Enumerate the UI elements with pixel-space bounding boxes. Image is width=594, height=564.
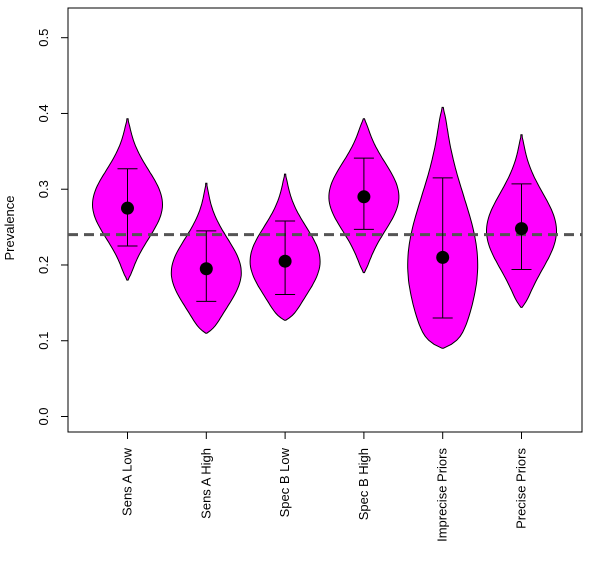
x-tick-label: Precise Priors — [514, 448, 529, 529]
x-tick-label: Imprecise Priors — [435, 448, 450, 542]
y-axis: 0.0 0.1 0.2 0.3 0.4 0.5 — [36, 29, 69, 426]
median-point — [121, 201, 134, 215]
median-point — [515, 222, 528, 236]
x-tick-label: Spec B High — [356, 448, 371, 520]
median-point — [278, 254, 292, 268]
x-tick-label: Sens A High — [198, 448, 213, 519]
y-tick-label: 0.5 — [36, 29, 51, 47]
x-axis: Sens A Low Sens A High Spec B Low Spec B Hi… — [120, 431, 529, 542]
x-tick-label: Sens A Low — [120, 447, 135, 516]
interval-marks — [117, 157, 532, 319]
y-tick-label: 0.1 — [36, 332, 51, 350]
y-tick-label: 0.2 — [36, 256, 51, 274]
y-axis-title: Prevalence — [2, 195, 17, 260]
y-tick-label: 0.4 — [36, 104, 51, 122]
median-point — [357, 190, 371, 204]
y-tick-label: 0.3 — [36, 180, 51, 198]
median-point — [199, 262, 213, 276]
y-tick-label: 0.0 — [36, 407, 51, 425]
violins — [91, 106, 557, 349]
x-tick-label: Spec B Low — [277, 447, 292, 517]
median-point — [436, 250, 450, 264]
